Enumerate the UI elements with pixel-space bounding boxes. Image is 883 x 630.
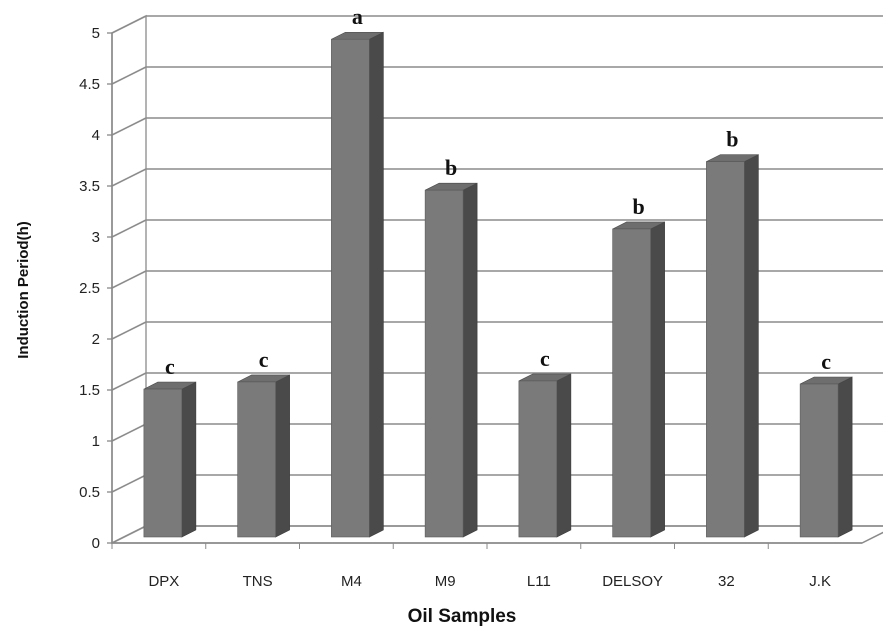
bar-tns [238,375,290,537]
bar-side [838,377,852,537]
gridlines [112,16,883,543]
x-tick-label: DELSOY [602,573,663,590]
significance-label: b [445,155,457,180]
x-tick-label: DPX [148,573,179,590]
bar-front [800,384,838,537]
y-tick-label: 5 [92,25,100,42]
x-tick-label: M9 [435,573,456,590]
bar-side [557,374,571,537]
bar-front [144,389,182,537]
x-axis-ticks: DPX TNS M4 M9 L11 DELSOY 32 J.K [112,543,831,590]
x-axis-label: Oil Samples [408,606,517,627]
significance-label: c [540,346,550,371]
significance-label: c [165,354,175,379]
significance-label: b [726,127,738,152]
bar-side [651,222,665,537]
bar-l11 [519,374,571,537]
bar-front [706,162,744,537]
bar-side [744,155,758,537]
bar-front [613,229,651,537]
y-tick-label: 2 [92,331,100,348]
bar-32 [706,155,758,537]
x-tick-label: M4 [341,573,362,590]
bar-front [331,39,369,537]
y-tick-label: 4.5 [79,76,100,93]
x-tick-label: TNS [243,573,273,590]
x-tick-label: J.K [809,573,831,590]
bar-side [276,375,290,537]
bars [144,32,852,537]
y-tick-label: 4 [92,127,100,144]
bar-delsoy [613,222,665,537]
significance-label: b [633,194,645,219]
significance-label: a [352,4,363,29]
bar-front [425,190,463,537]
bar-m4 [331,32,383,537]
y-tick-label: 1.5 [79,382,100,399]
bar-dpx [144,382,196,537]
y-tick-label: 2.5 [79,280,100,297]
bar-side [182,382,196,537]
bar-front [519,381,557,537]
bar-side [369,32,383,537]
bar-side [463,183,477,537]
significance-label: c [821,349,831,374]
bar-j-k [800,377,852,537]
y-tick-label: 3.5 [79,178,100,195]
floor [112,526,883,543]
significance-label: c [259,347,269,372]
x-tick-label: L11 [527,573,551,590]
y-tick-label: 3 [92,229,100,246]
chart-back-walls [112,16,883,543]
bar-m9 [425,183,477,537]
y-tick-label: 0.5 [79,484,100,501]
bar-front [238,382,276,537]
y-tick-label: 1 [92,433,100,450]
x-tick-label: 32 [718,573,735,590]
y-axis-label: Induction Period(h) [15,221,32,358]
y-tick-label: 0 [92,535,100,552]
